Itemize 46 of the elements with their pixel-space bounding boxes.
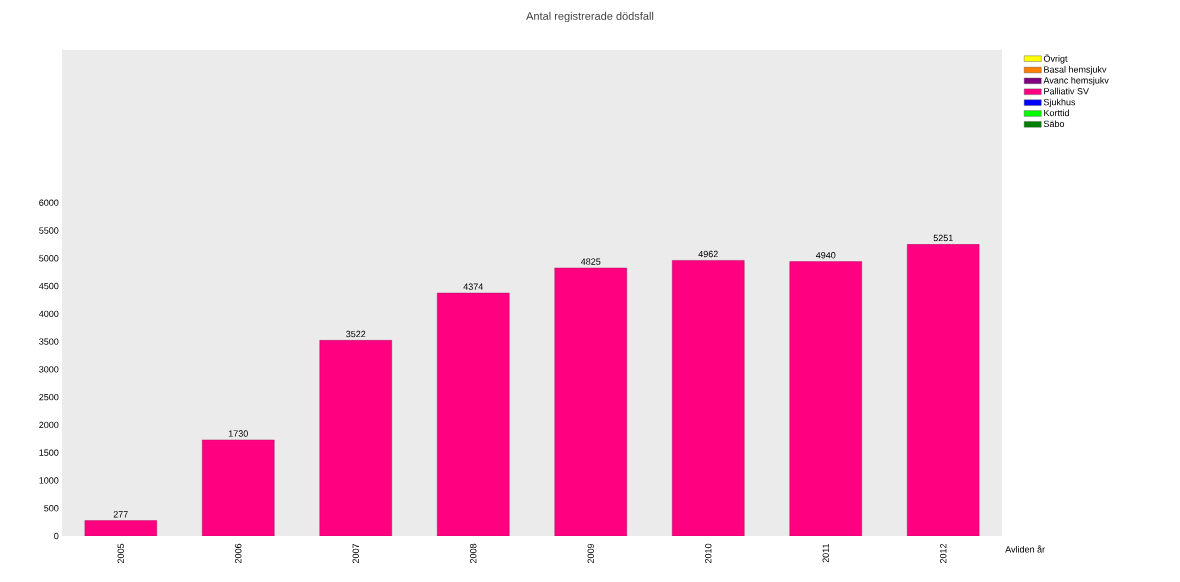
legend-label: Korttid	[1044, 109, 1069, 117]
x-tick-label: 2012	[940, 543, 947, 564]
legend-label: Sjukhus	[1043, 98, 1076, 108]
y-tick-label: 3000	[39, 366, 59, 373]
legend-label: Övrigt	[1043, 54, 1068, 64]
y-tick-label: 1500	[39, 449, 59, 456]
legend-label: Säbo	[1043, 120, 1065, 128]
legend-label: Avanc hemsjukv	[1043, 76, 1109, 86]
data-label: 4374	[463, 283, 483, 290]
x-tick-label: 2005	[117, 543, 124, 564]
y-tick-label: 500	[44, 505, 59, 512]
y-tick-label: 0	[54, 532, 59, 540]
x-tick-label: 2011	[822, 543, 829, 563]
y-tick-label: 5500	[39, 227, 59, 234]
y-tick-label: 2000	[39, 421, 59, 429]
x-tick-label: 2009	[587, 543, 594, 564]
bar	[84, 520, 157, 536]
x-tick-label: 2010	[705, 543, 712, 564]
bar	[672, 260, 745, 536]
bar	[202, 439, 275, 536]
y-tick-label: 4500	[38, 282, 59, 290]
bar	[319, 340, 392, 536]
legend-label: Palliativ SV	[1044, 87, 1089, 95]
data-label: 1730	[228, 430, 248, 437]
x-tick-label: 2006	[235, 543, 242, 564]
y-tick-label: 6000	[39, 199, 59, 206]
y-tick-label: 1000	[39, 477, 59, 484]
bar	[437, 292, 510, 536]
y-tick-label: 4000	[38, 310, 59, 318]
chart-title: Antal registrerade dödsfall	[526, 11, 654, 23]
data-label: 277	[113, 511, 128, 518]
y-tick-label: 3500	[39, 338, 59, 345]
bar	[907, 244, 980, 536]
legend-label: Basal hemsjukv	[1044, 66, 1107, 75]
data-label: 4825	[580, 258, 601, 265]
x-axis-title: Avliden år	[1005, 545, 1045, 553]
bar	[554, 267, 627, 536]
x-tick-label: 2008	[470, 543, 477, 564]
data-label: 5251	[933, 234, 953, 242]
data-label: 3522	[346, 330, 366, 338]
x-tick-label: 2007	[352, 543, 359, 564]
y-tick-label: 2500	[39, 393, 59, 401]
bar	[789, 261, 862, 536]
data-label: 4940	[815, 252, 836, 259]
data-label: 4962	[698, 250, 718, 258]
y-tick-label: 5000	[39, 255, 59, 262]
